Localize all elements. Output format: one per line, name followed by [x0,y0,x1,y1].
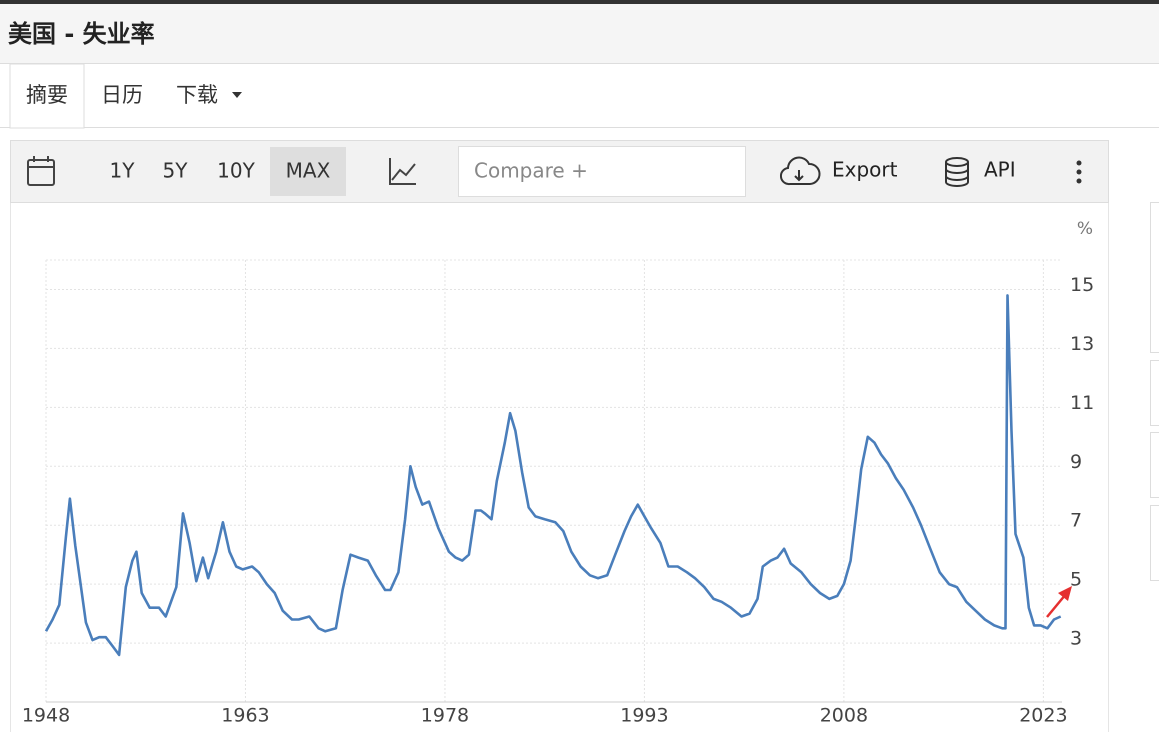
dropdown-caret [232,92,242,98]
y-tick-label: 13 [1070,333,1094,355]
series-line [46,295,1061,655]
x-tick-label: 1993 [620,705,668,727]
y-tick-label: 7 [1070,510,1082,532]
range-button[interactable]: MAX [286,159,331,183]
header-bg [0,0,1159,64]
x-tick-label: 1963 [221,705,269,727]
side-panels [1151,203,1159,581]
unit-label: % [1077,219,1093,239]
tab[interactable]: 日历 [101,83,143,107]
api-button[interactable]: API [984,158,1016,182]
y-tick-label: 15 [1070,274,1094,296]
y-tick-label: 5 [1070,569,1082,591]
range-button[interactable]: 5Y [163,159,189,183]
range-button[interactable]: 10Y [217,159,255,183]
range-button[interactable]: 1Y [110,159,136,183]
tab[interactable]: 下载 [176,83,218,107]
x-tick-label: 2008 [820,705,868,727]
y-tick-label: 9 [1070,451,1082,473]
x-tick-label: 1978 [421,705,469,727]
y-tick-label: 11 [1070,392,1094,414]
page-title: 美国 - 失业率 [8,20,155,48]
plot: 3 5 7 9 11 13 15 1948 1963 1978 1993 2008 2023 [22,260,1094,727]
arrow [1047,594,1066,617]
export-button[interactable]: Export [832,158,898,182]
compare-placeholder[interactable]: Compare + [474,159,588,183]
y-tick-label: 3 [1070,628,1082,650]
more-icon[interactable] [1077,161,1082,184]
top-bar [0,0,1159,4]
x-tick-label: 2023 [1019,705,1067,727]
x-tick-label: 1948 [22,705,70,727]
arrow-head [1058,586,1072,601]
tab[interactable]: 摘要 [26,83,68,107]
